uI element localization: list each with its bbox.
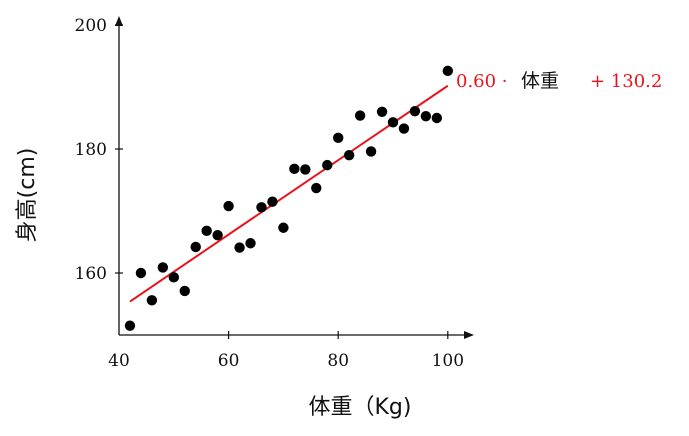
y-tick-label: 200 [75, 16, 107, 36]
data-point [245, 238, 256, 249]
x-ticks: 40 60 80 100 [108, 331, 464, 371]
regression-line [129, 84, 449, 303]
x-axis-label: 体重（Kg) [309, 395, 412, 420]
data-point [135, 267, 147, 279]
data-point [322, 159, 333, 171]
data-point [190, 241, 201, 253]
data-point [431, 112, 443, 124]
equation-variable: 体重 [521, 70, 559, 92]
data-point [256, 202, 267, 213]
data-point [201, 225, 212, 237]
data-point [300, 164, 311, 175]
y-axis-arrow [115, 16, 123, 26]
data-point [387, 117, 399, 128]
x-tick-label: 100 [432, 351, 464, 371]
data-point [398, 123, 410, 134]
equation-coefficient: 0.60 · [456, 71, 508, 92]
x-tick-label: 40 [108, 351, 130, 371]
data-point [157, 262, 169, 273]
data-point [168, 272, 179, 283]
data-point [212, 229, 223, 241]
equation-constant: + 130.2 [590, 71, 662, 92]
data-point [376, 106, 388, 118]
y-axis-label: 身高(cm) [15, 148, 40, 243]
data-point [365, 146, 377, 157]
data-point [146, 295, 158, 306]
data-point [289, 163, 300, 175]
data-point [179, 285, 190, 297]
y-tick-label: 160 [75, 264, 107, 284]
data-point [124, 320, 136, 331]
x-axis-arrow [464, 331, 474, 339]
data-point [442, 65, 453, 77]
data-point [234, 242, 245, 253]
data-point [278, 222, 289, 233]
data-point [354, 110, 366, 121]
scatter-points [124, 65, 453, 331]
data-point [223, 200, 234, 212]
data-point [333, 132, 344, 144]
y-tick-label: 180 [75, 140, 107, 160]
data-point [267, 196, 278, 207]
x-tick-label: 80 [327, 351, 349, 371]
data-point [420, 110, 432, 122]
data-point [343, 150, 355, 161]
data-point [409, 105, 421, 117]
x-tick-label: 60 [218, 351, 240, 371]
y-ticks: 160 180 200 [75, 16, 123, 284]
data-point [311, 182, 322, 194]
